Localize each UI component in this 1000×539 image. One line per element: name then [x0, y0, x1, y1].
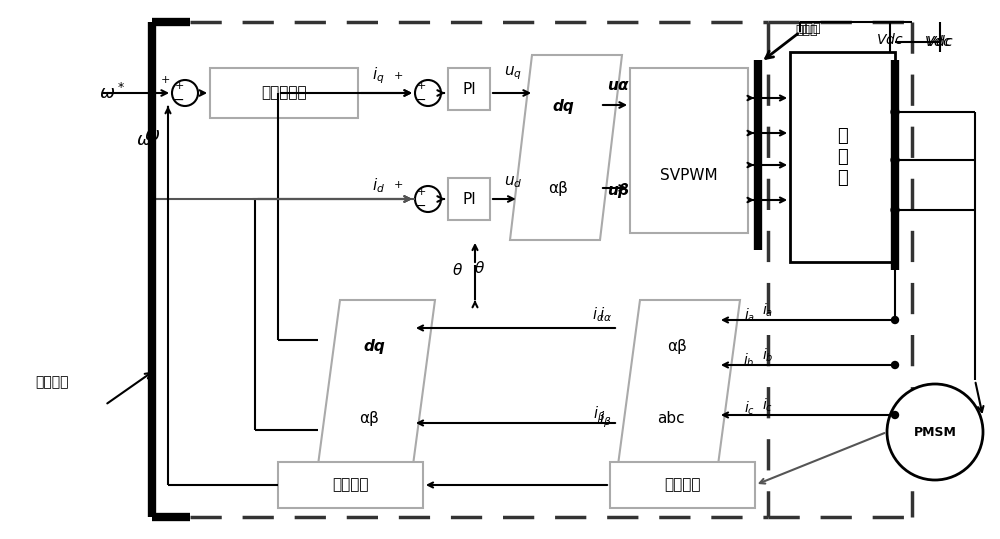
Text: $\theta$: $\theta$	[474, 260, 486, 276]
Polygon shape	[618, 300, 740, 465]
Text: +: +	[393, 71, 403, 81]
Text: $i_\beta$: $i_\beta$	[599, 410, 612, 430]
Circle shape	[415, 80, 441, 106]
Circle shape	[891, 108, 899, 116]
Text: $\boldsymbol{u\alpha}$: $\boldsymbol{u\alpha}$	[607, 78, 630, 93]
Circle shape	[887, 384, 983, 480]
Text: $\theta$: $\theta$	[452, 262, 463, 278]
Text: $i_d$: $i_d$	[372, 177, 385, 195]
Text: dq: dq	[363, 338, 385, 354]
Text: 滑模控制器: 滑模控制器	[261, 86, 307, 100]
Circle shape	[892, 362, 898, 369]
Bar	[448, 68, 490, 110]
Text: αβ: αβ	[667, 338, 687, 354]
Text: $\boldsymbol{u_d}$: $\boldsymbol{u_d}$	[504, 174, 522, 190]
Circle shape	[892, 316, 898, 323]
Text: 主电路: 主电路	[795, 24, 818, 37]
Text: 主电路: 主电路	[798, 22, 820, 34]
Text: $\omega^*$: $\omega^*$	[99, 83, 125, 103]
Text: $i_\beta$: $i_\beta$	[593, 405, 605, 425]
Text: abc: abc	[657, 411, 685, 426]
Text: +: +	[160, 75, 170, 85]
Text: −: −	[416, 93, 426, 107]
Text: +: +	[393, 180, 403, 190]
Text: −: −	[416, 199, 426, 212]
Polygon shape	[510, 55, 622, 240]
Circle shape	[892, 411, 898, 418]
Text: αβ: αβ	[359, 411, 379, 426]
Circle shape	[891, 206, 899, 214]
Bar	[278, 462, 423, 508]
Text: 速度计算: 速度计算	[332, 478, 369, 493]
Circle shape	[172, 80, 198, 106]
Text: +: +	[416, 81, 426, 91]
Text: $\boldsymbol{u_q}$: $\boldsymbol{u_q}$	[504, 64, 522, 82]
Bar	[210, 68, 358, 118]
Text: 逆
变
器: 逆 变 器	[837, 127, 848, 187]
Text: PMSM: PMSM	[914, 425, 956, 439]
Bar	[448, 178, 490, 220]
Text: $i_a$: $i_a$	[762, 301, 773, 319]
Text: $Vdc$: $Vdc$	[924, 34, 952, 50]
Text: $\omega$: $\omega$	[136, 131, 152, 149]
Text: SVPWM: SVPWM	[660, 168, 718, 183]
Text: PI: PI	[462, 191, 476, 206]
Text: $i_\alpha$: $i_\alpha$	[599, 306, 612, 324]
Text: $i_\alpha$: $i_\alpha$	[592, 306, 605, 324]
Polygon shape	[318, 300, 435, 465]
Text: +: +	[416, 187, 426, 197]
Text: 位置检测: 位置检测	[664, 478, 701, 493]
Text: dq: dq	[553, 99, 575, 114]
Text: $Vdc$: $Vdc$	[926, 34, 954, 50]
Circle shape	[415, 186, 441, 212]
Circle shape	[891, 156, 899, 164]
Text: $\omega$: $\omega$	[144, 126, 160, 144]
Text: $Vdc$: $Vdc$	[876, 32, 904, 47]
Text: αβ: αβ	[548, 181, 568, 196]
Text: $i_c$: $i_c$	[762, 396, 773, 414]
Text: PI: PI	[462, 81, 476, 96]
Text: $i_q$: $i_q$	[372, 66, 385, 86]
Text: +: +	[174, 81, 184, 91]
Text: $i_b$: $i_b$	[762, 346, 774, 364]
Text: $i_b$: $i_b$	[743, 351, 755, 369]
Bar	[610, 462, 755, 508]
Text: $i_c$: $i_c$	[744, 399, 755, 417]
Bar	[790, 52, 895, 262]
Text: $i_a$: $i_a$	[744, 306, 755, 324]
Text: $\boldsymbol{u\beta}$: $\boldsymbol{u\beta}$	[607, 181, 630, 199]
Text: −: −	[172, 93, 184, 107]
Text: 控制电路: 控制电路	[35, 375, 69, 389]
Bar	[630, 68, 748, 233]
